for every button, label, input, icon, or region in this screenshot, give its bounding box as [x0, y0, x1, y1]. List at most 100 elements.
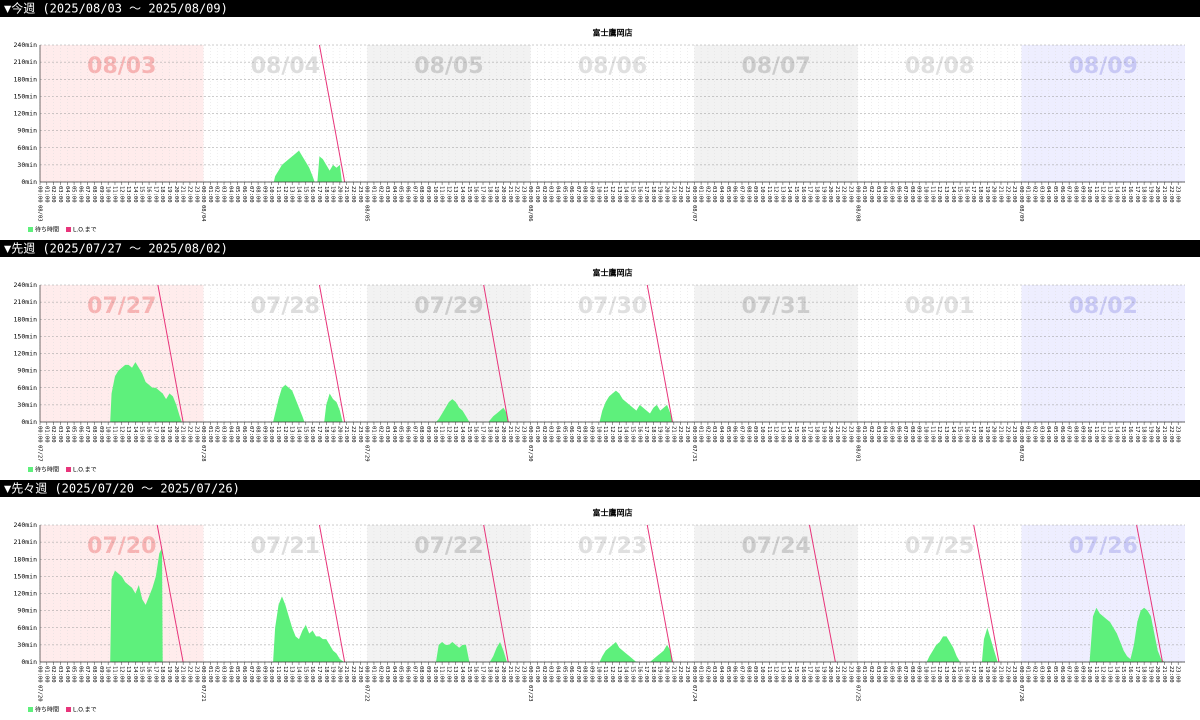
y-tick-label: 210min: [14, 58, 38, 66]
x-tick-label: 19:00: [493, 666, 499, 683]
x-tick-label: 16:00: [800, 426, 806, 443]
x-tick-label: 17:00: [643, 666, 649, 683]
x-tick-label: 07:00: [248, 666, 254, 683]
x-tick-label: 13:00: [125, 186, 131, 203]
x-tick-label: 00:00: [364, 186, 370, 203]
x-tick-label: 20:00: [991, 186, 997, 203]
x-tick-label: 16:00: [309, 426, 315, 443]
x-tick-label: 19:00: [166, 666, 172, 683]
x-tick-label: 13:00: [289, 186, 295, 203]
lo-line: [973, 524, 1000, 663]
x-tick-label: 19:00: [1147, 426, 1153, 443]
x-tick-label: 09:00: [425, 186, 431, 203]
y-tick-label: 0min: [21, 418, 37, 426]
section-header-bar: [0, 240, 1200, 257]
chart-title: 富士鷹岡店: [593, 28, 633, 38]
x-tick-label: 10:00: [268, 666, 274, 683]
y-tick-label: 90min: [17, 127, 37, 135]
wait-area: [1089, 607, 1165, 662]
x-tick-label: 20:00: [827, 186, 833, 203]
x-tick-label: 22:00: [514, 186, 520, 203]
x-tick-label: 19:00: [1147, 186, 1153, 203]
x-tick-label: 01:00: [1025, 666, 1031, 683]
x-tick-label: 07:00: [738, 186, 744, 203]
x-tick-label: 04:00: [882, 426, 888, 443]
x-tick-label: 14:00: [786, 666, 792, 683]
x-tick-label: 14:00: [623, 426, 629, 443]
x-tick-label: 15:00: [302, 186, 308, 203]
x-tick-label: 03:00: [384, 186, 390, 203]
x-date-label: 08/04: [200, 205, 206, 222]
x-tick-label: 20:00: [173, 186, 179, 203]
x-tick-label: 07:00: [902, 186, 908, 203]
x-tick-label: 17:00: [970, 186, 976, 203]
x-tick-label: 12:00: [1100, 426, 1106, 443]
x-tick-label: 10:00: [1086, 666, 1092, 683]
x-tick-label: 19:00: [1147, 666, 1153, 683]
legend-label: L.O.まで: [73, 227, 97, 234]
x-tick-label: 07:00: [902, 426, 908, 443]
x-tick-label: 17:00: [970, 666, 976, 683]
x-tick-label: 22:00: [514, 666, 520, 683]
x-tick-label: 21:00: [670, 426, 676, 443]
x-tick-label: 18:00: [977, 426, 983, 443]
x-date-label: 08/03: [37, 205, 43, 222]
wait-area: [489, 642, 507, 662]
x-tick-label: 17:00: [480, 426, 486, 443]
x-tick-label: 21:00: [997, 186, 1003, 203]
x-tick-label: 03:00: [57, 186, 63, 203]
x-tick-label: 01:00: [43, 186, 49, 203]
x-tick-label: 23:00: [1175, 666, 1181, 683]
x-tick-label: 08:00: [909, 186, 915, 203]
x-tick-label: 21:00: [997, 666, 1003, 683]
y-tick-label: 60min: [17, 624, 37, 632]
x-tick-label: 12:00: [609, 426, 615, 443]
x-tick-label: 11:00: [111, 666, 117, 683]
x-tick-label: 14:00: [295, 186, 301, 203]
x-tick-label: 01:00: [534, 186, 540, 203]
x-tick-label: 21:00: [180, 426, 186, 443]
x-tick-label: 06:00: [895, 186, 901, 203]
x-date-label: 07/24: [691, 685, 697, 702]
x-tick-label: 03:00: [548, 186, 554, 203]
x-tick-label: 00:00: [1018, 666, 1024, 683]
x-tick-label: 10:00: [432, 186, 438, 203]
x-tick-label: 23:00: [357, 666, 363, 683]
wait-area: [926, 636, 961, 662]
x-tick-label: 20:00: [173, 666, 179, 683]
x-tick-label: 00:00: [691, 666, 697, 683]
x-tick-label: 09:00: [916, 186, 922, 203]
x-tick-label: 04:00: [391, 186, 397, 203]
x-tick-label: 04:00: [718, 666, 724, 683]
x-tick-label: 12:00: [282, 186, 288, 203]
x-tick-label: 16:00: [309, 186, 315, 203]
x-tick-label: 12:00: [282, 426, 288, 443]
x-tick-label: 01:00: [861, 666, 867, 683]
x-tick-label: 06:00: [1059, 186, 1065, 203]
x-tick-label: 09:00: [589, 666, 595, 683]
x-tick-label: 13:00: [452, 666, 458, 683]
x-tick-label: 00:00: [527, 426, 533, 443]
x-tick-label: 01:00: [207, 426, 213, 443]
x-tick-label: 10:00: [923, 666, 929, 683]
x-tick-label: 04:00: [718, 426, 724, 443]
x-tick-label: 16:00: [636, 186, 642, 203]
x-tick-label: 20:00: [991, 666, 997, 683]
x-tick-label: 02:00: [377, 426, 383, 443]
x-tick-label: 20:00: [827, 426, 833, 443]
x-tick-label: 19:00: [984, 666, 990, 683]
x-tick-label: 00:00: [854, 666, 860, 683]
x-tick-label: 15:00: [793, 426, 799, 443]
x-tick-label: 21:00: [343, 186, 349, 203]
x-tick-label: 07:00: [84, 666, 90, 683]
x-tick-label: 21:00: [180, 186, 186, 203]
x-tick-label: 04:00: [718, 186, 724, 203]
x-tick-label: 12:00: [445, 186, 451, 203]
lo-line: [318, 524, 346, 663]
y-tick-label: 150min: [14, 332, 38, 340]
x-tick-label: 23:00: [1011, 426, 1017, 443]
x-tick-label: 15:00: [629, 666, 635, 683]
x-tick-label: 15:00: [629, 186, 635, 203]
section-header-bar: [0, 480, 1200, 497]
x-tick-label: 14:00: [295, 426, 301, 443]
